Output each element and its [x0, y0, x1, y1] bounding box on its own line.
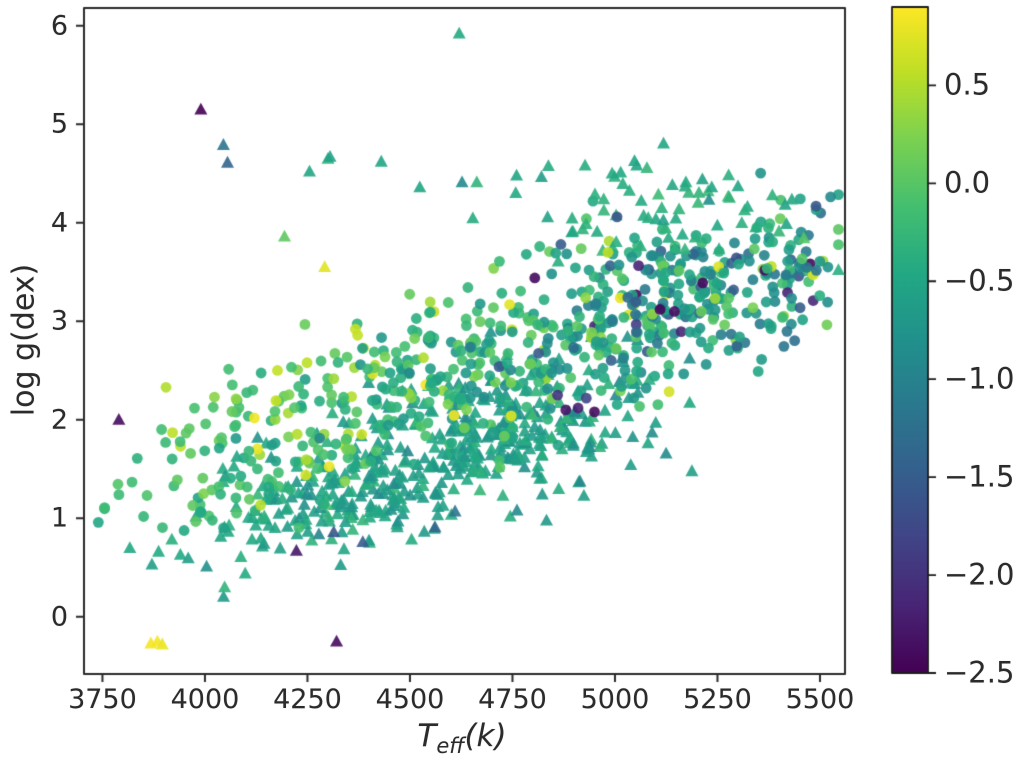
colorbar-tick-label: 0.0 — [944, 165, 991, 200]
x-axis-subscript: eff — [436, 734, 465, 759]
colorbar-tick-label: −1.5 — [944, 459, 1015, 494]
y-tick-label: 3 — [50, 305, 68, 337]
x-tick-label: 5500 — [785, 684, 855, 715]
y-tick-label: 6 — [50, 10, 68, 42]
y-tick-label: 4 — [50, 207, 68, 239]
colorbar-tick-label: −1.0 — [944, 361, 1015, 396]
y-tick-label: 1 — [50, 502, 68, 534]
colorbar-tick-label: −2.0 — [944, 557, 1015, 592]
x-tick-label: 4000 — [170, 684, 240, 715]
x-tick-label: 3750 — [68, 684, 137, 715]
x-tick-label: 4500 — [375, 684, 445, 715]
y-tick-label: 2 — [50, 404, 68, 436]
y-axis-label: log g(dex) — [6, 263, 42, 417]
x-axis-unit: (k) — [464, 717, 507, 754]
x-axis-label: Teff(k) — [417, 718, 506, 758]
x-tick-label: 4750 — [478, 684, 547, 715]
x-axis-symbol: T — [417, 717, 437, 754]
y-tick-label: 0 — [50, 601, 68, 633]
x-tick-label: 5000 — [580, 684, 650, 715]
colorbar-tick-label: −0.5 — [944, 263, 1015, 298]
x-tick-label: 5250 — [683, 684, 752, 715]
y-tick-label: 5 — [50, 108, 68, 140]
x-tick-label: 4250 — [273, 684, 342, 715]
colorbar-tick-label: −2.5 — [944, 655, 1015, 690]
colorbar-tick-label: 0.5 — [944, 67, 991, 102]
